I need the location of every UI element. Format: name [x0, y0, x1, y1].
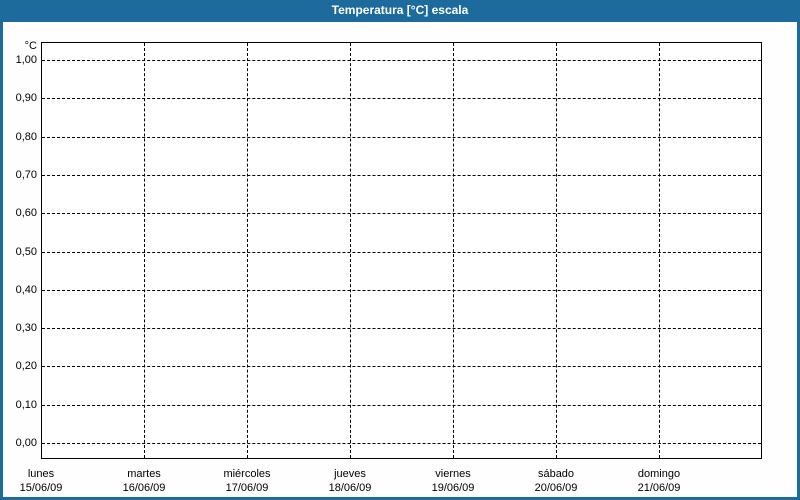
x-day-date: 17/06/09 — [225, 482, 269, 494]
x-day-label: martes 16/06/09 — [93, 467, 195, 495]
x-day-label: lunes 15/06/09 — [0, 467, 92, 495]
y-axis-unit-label: °C — [24, 40, 37, 52]
plot-area — [41, 42, 762, 459]
v-gridline — [556, 43, 557, 458]
y-tick-label: 0,40 — [15, 284, 37, 296]
h-gridline — [42, 60, 761, 61]
x-day-date: 19/06/09 — [431, 482, 475, 494]
y-tick-label: 0,60 — [15, 207, 37, 219]
x-day-name: martes — [127, 468, 161, 480]
v-gridline — [350, 43, 351, 458]
chart-title: Temperatura [°C] escala — [331, 3, 469, 17]
y-tick-label: 1,00 — [15, 54, 37, 66]
x-day-label: jueves 18/06/09 — [299, 467, 401, 495]
x-day-label: domingo 21/06/09 — [608, 467, 710, 495]
title-bar: Temperatura [°C] escala — [0, 0, 800, 22]
v-gridline — [453, 43, 454, 458]
h-gridline — [42, 290, 761, 291]
y-tick-label: 0,10 — [15, 399, 37, 411]
h-gridline — [42, 175, 761, 176]
h-gridline — [42, 137, 761, 138]
y-tick-label: 0,00 — [15, 437, 37, 449]
h-gridline — [42, 443, 761, 444]
x-day-date: 18/06/09 — [328, 482, 372, 494]
y-tick-label: 0,90 — [15, 92, 37, 104]
x-day-date: 15/06/09 — [19, 482, 63, 494]
h-gridline — [42, 366, 761, 367]
y-tick-label: 0,50 — [15, 246, 37, 258]
x-day-date: 20/06/09 — [534, 482, 578, 494]
x-day-name: lunes — [27, 468, 55, 480]
x-day-name: viernes — [435, 468, 471, 480]
x-day-label: viernes 19/06/09 — [402, 467, 504, 495]
x-day-label: sábado 20/06/09 — [505, 467, 607, 495]
x-day-date: 21/06/09 — [637, 482, 681, 494]
h-gridline — [42, 328, 761, 329]
h-gridline — [42, 252, 761, 253]
y-tick-label: 0,70 — [15, 169, 37, 181]
x-day-label: miércoles 17/06/09 — [196, 467, 298, 495]
y-tick-label: 0,20 — [15, 360, 37, 372]
x-day-name: miércoles — [223, 468, 271, 480]
v-gridline — [144, 43, 145, 458]
h-gridline — [42, 98, 761, 99]
x-day-name: sábado — [537, 468, 575, 480]
v-gridline — [247, 43, 248, 458]
h-gridline — [42, 213, 761, 214]
x-day-name: domingo — [637, 468, 681, 480]
y-tick-label: 0,80 — [15, 131, 37, 143]
y-tick-label: 0,30 — [15, 322, 37, 334]
x-day-date: 16/06/09 — [122, 482, 166, 494]
v-gridline — [659, 43, 660, 458]
x-day-name: jueves — [334, 468, 366, 480]
h-gridline — [42, 405, 761, 406]
